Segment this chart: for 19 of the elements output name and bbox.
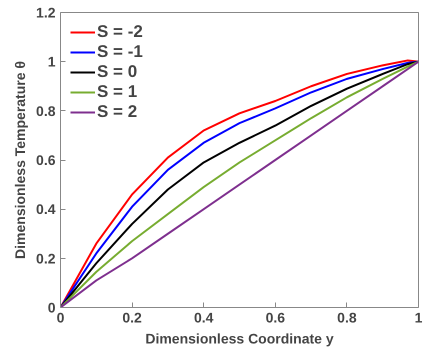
legend-label: S = 0 bbox=[97, 62, 138, 82]
y-tick-label: 0.8 bbox=[36, 102, 56, 119]
x-tick-label: 1 bbox=[414, 310, 423, 326]
x-tick-label: 0.6 bbox=[266, 310, 286, 326]
y-tick-label: 0.6 bbox=[36, 152, 56, 168]
x-tick-label: 0.8 bbox=[337, 310, 357, 326]
y-tick-label: 0.4 bbox=[36, 201, 56, 218]
legend-label: S = 2 bbox=[97, 102, 138, 122]
y-tick-label: 1 bbox=[48, 54, 56, 70]
x-axis-title: Dimensionless Coordinate y bbox=[145, 330, 334, 346]
y-axis-title: Dimensionless Temperature θ bbox=[12, 61, 28, 259]
y-tick-label: 0.2 bbox=[36, 250, 56, 266]
legend-label: S = -2 bbox=[97, 22, 143, 42]
y-tick-label: 0 bbox=[48, 300, 56, 316]
legend-label: S = 1 bbox=[97, 82, 138, 102]
x-tick-label: 0.4 bbox=[194, 310, 214, 326]
y-tick-label: 1.2 bbox=[36, 4, 56, 20]
x-tick-label: 0.2 bbox=[122, 310, 142, 326]
legend-label: S = -1 bbox=[97, 42, 143, 62]
